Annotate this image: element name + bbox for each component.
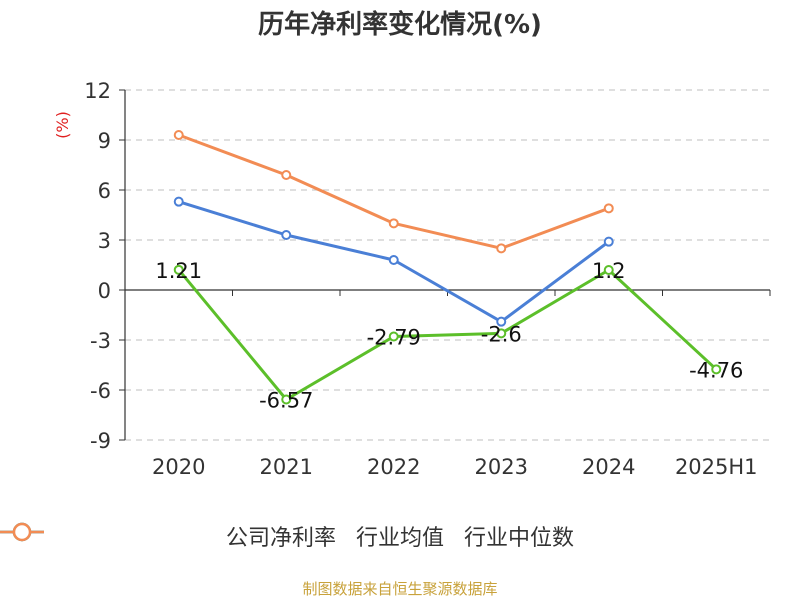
y-tick-label: 0 xyxy=(98,279,111,303)
data-point xyxy=(281,394,292,405)
legend-label: 行业均值 xyxy=(355,526,444,551)
data-label: -2.79 xyxy=(367,326,421,350)
legend-label: 行业中位数 xyxy=(464,526,575,551)
data-point xyxy=(281,230,292,240)
y-tick-label: -9 xyxy=(90,429,111,453)
data-label: -6.57 xyxy=(259,389,313,413)
data-point xyxy=(496,316,507,327)
data-point xyxy=(711,364,722,375)
series-line xyxy=(177,268,718,401)
data-point xyxy=(281,170,292,180)
series-line xyxy=(178,133,610,250)
legend-item[interactable]: 公司净利率 xyxy=(0,520,336,552)
legend: 公司净利率 行业均值 行业中位数 xyxy=(0,520,800,552)
data-point xyxy=(496,243,507,254)
data-point xyxy=(173,130,184,140)
source-note: 制图数据来自恒生聚源数据库 xyxy=(302,580,498,598)
x-tick-label: 2023 xyxy=(475,455,528,479)
data-point xyxy=(173,264,184,275)
y-tick-label: 12 xyxy=(84,79,111,103)
x-tick-label: 2025H1 xyxy=(675,455,758,479)
x-tick-label: 2021 xyxy=(260,455,313,479)
y-tick-label: 3 xyxy=(98,229,111,253)
data-point xyxy=(173,196,184,207)
y-tick-label: -3 xyxy=(90,329,111,353)
legend-item[interactable]: 行业均值 xyxy=(0,520,444,552)
legend-swatch xyxy=(0,522,44,542)
data-point xyxy=(496,328,507,339)
y-axis-label: (%) xyxy=(53,111,72,139)
y-tick-label: 9 xyxy=(98,129,111,153)
y-tick-label: 6 xyxy=(98,179,111,203)
data-point xyxy=(388,331,399,342)
data-label: 1.2 xyxy=(592,259,625,283)
legend-item[interactable]: 行业中位数 xyxy=(0,520,575,552)
y-tick-label: -6 xyxy=(90,379,111,403)
legend-label: 公司净利率 xyxy=(225,526,336,551)
data-label: -4.76 xyxy=(689,358,743,382)
data-point xyxy=(603,203,614,214)
data-point xyxy=(603,236,614,247)
data-label: -2.6 xyxy=(481,322,522,346)
data-point xyxy=(603,265,614,275)
chart-title: 历年净利率变化情况(%) xyxy=(258,10,542,40)
data-point xyxy=(388,255,399,265)
x-tick-label: 2022 xyxy=(367,455,420,479)
x-tick-label: 2024 xyxy=(582,455,635,479)
data-label: 1.21 xyxy=(155,259,202,283)
data-point xyxy=(388,218,399,229)
x-tick-label: 2020 xyxy=(152,455,205,479)
